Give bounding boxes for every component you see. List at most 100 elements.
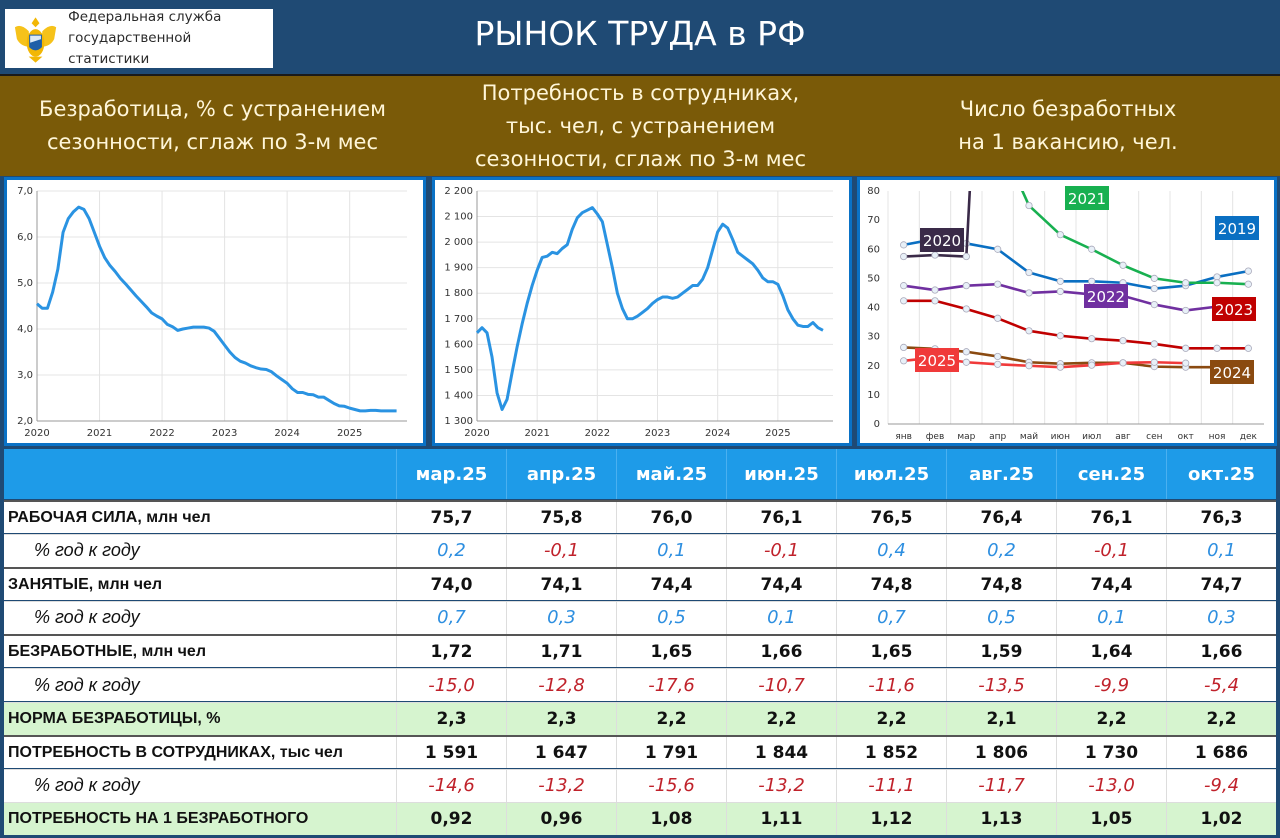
x-tick-label: 2025 xyxy=(337,428,362,439)
series-line-2020 xyxy=(903,191,972,258)
data-point-2021 xyxy=(1182,279,1190,287)
y-tick-label: 7,0 xyxy=(17,186,33,197)
data-point-2025 xyxy=(962,358,970,366)
table-cell: 1 686 xyxy=(1166,737,1276,769)
row-label: % год к году xyxy=(34,607,140,628)
table-cell: 0,1 xyxy=(726,601,836,634)
x-tick-label: июн xyxy=(1051,432,1070,442)
org-name-line1: Федеральная служба xyxy=(68,9,222,25)
table-cell: -15,0 xyxy=(396,669,506,701)
table-row: % год к году -14,6 -13,2 -15,6 -13,2 -11,1 -11… xyxy=(4,768,1276,802)
table-cell: 1,02 xyxy=(1166,803,1276,836)
table-cell: 1,13 xyxy=(946,803,1056,836)
table-cell: 74,4 xyxy=(1056,569,1166,601)
table-cell: 0,1 xyxy=(1166,534,1276,567)
column-header: мар.25 xyxy=(396,449,506,499)
table-cell: 74,7 xyxy=(1166,569,1276,601)
y-tick-label: 1 900 xyxy=(444,263,473,274)
data-point-2022 xyxy=(994,280,1002,288)
series-line-2024 xyxy=(903,346,1249,369)
table-cell: 1 730 xyxy=(1056,737,1166,769)
x-tick-label: окт xyxy=(1178,432,1194,442)
y-tick-label: 40 xyxy=(867,303,880,314)
table-cell: 1,08 xyxy=(616,803,726,836)
series-label-2022: 2022 xyxy=(1087,288,1125,306)
y-tick-label: 10 xyxy=(867,390,880,401)
x-tick-label: 2024 xyxy=(274,428,299,439)
data-point-2019 xyxy=(994,245,1002,253)
x-tick-label: 2024 xyxy=(705,428,730,439)
data-point-2020 xyxy=(931,251,939,259)
org-name-line2: государственной статистики xyxy=(68,30,192,67)
table-cell: 0,7 xyxy=(396,601,506,634)
data-point-2025 xyxy=(1150,358,1158,366)
page-title: РЫНОК ТРУДА в РФ xyxy=(474,14,806,53)
table-row: НОРМА БЕЗРАБОТИЦЫ, % 2,3 2,3 2,2 2,2 2,2 2,1 2,… xyxy=(4,701,1276,735)
table-cell: -0,1 xyxy=(506,534,616,567)
data-point-2019 xyxy=(1025,268,1033,277)
table-cell: 0,2 xyxy=(946,534,1056,567)
data-point-2021 xyxy=(1213,279,1221,287)
table-cell: 74,1 xyxy=(506,569,616,601)
table-cell: 75,7 xyxy=(396,502,506,533)
data-point-2023 xyxy=(1056,332,1064,340)
table-cell: -14,6 xyxy=(396,769,506,802)
column-header: апр.25 xyxy=(506,449,616,499)
table-cell: 74,0 xyxy=(396,569,506,601)
y-tick-label: 4,0 xyxy=(17,324,33,335)
table-cell: 0,3 xyxy=(506,601,616,634)
table-cell: -13,2 xyxy=(506,769,616,802)
x-tick-label: 2021 xyxy=(524,428,549,439)
x-tick-label: сен xyxy=(1146,432,1162,442)
table-cell: -12,8 xyxy=(506,669,616,701)
series-label-2021: 2021 xyxy=(1068,190,1106,208)
data-point-2023 xyxy=(1244,344,1252,352)
y-tick-label: 1 600 xyxy=(444,339,473,350)
y-tick-label: 50 xyxy=(867,273,880,284)
series-line-2022 xyxy=(903,282,1249,312)
data-point-2023 xyxy=(1119,337,1127,345)
table-cell: -17,6 xyxy=(616,669,726,701)
y-tick-label: 1 500 xyxy=(444,365,473,376)
table-cell: 1,59 xyxy=(946,636,1056,668)
y-tick-label: 1 400 xyxy=(444,390,473,401)
section-header-line: Число безработных xyxy=(959,97,1177,121)
data-point-2025 xyxy=(1119,359,1127,367)
section-header-line: тыс. чел, с устранением xyxy=(505,113,776,138)
table-cell: 76,4 xyxy=(946,502,1056,533)
table-row: РАБОЧАЯ СИЛА, млн чел 75,7 75,8 76,0 76,1 76,… xyxy=(4,500,1276,533)
y-tick-label: 20 xyxy=(867,361,880,372)
section-header-unemployment: Безработица, % с устранением сезонности, … xyxy=(0,76,425,176)
data-point-2019 xyxy=(1244,267,1252,275)
table-cell: 74,4 xyxy=(726,569,836,601)
y-tick-label: 70 xyxy=(867,215,880,226)
table-cell: -11,6 xyxy=(836,669,946,701)
column-header: июн.25 xyxy=(726,449,836,499)
table-cell: 1,64 xyxy=(1056,636,1166,668)
table-cell: -5,4 xyxy=(1166,669,1276,701)
data-point-2025 xyxy=(1056,363,1064,371)
ratio-chart: 0 10 20 30 40 50 60 70 80 янв фев мар апр май июн июл ав… xyxy=(857,177,1277,446)
data-point-2023 xyxy=(1088,335,1096,343)
row-label: РАБОЧАЯ СИЛА, млн чел xyxy=(8,508,211,526)
table-cell: -0,1 xyxy=(1056,534,1166,567)
data-point-2019 xyxy=(900,241,908,249)
table-cell: 1,05 xyxy=(1056,803,1166,836)
table-cell: -15,6 xyxy=(616,769,726,802)
data-point-2021 xyxy=(1088,245,1096,253)
table-cell: 2,1 xyxy=(946,702,1056,735)
table-cell: 2,2 xyxy=(1056,702,1166,735)
data-point-2021 xyxy=(1056,231,1064,239)
data-point-2021 xyxy=(1025,201,1033,210)
rosstat-logo: Федеральная служба государственной стати… xyxy=(5,9,273,68)
y-tick-label: 80 xyxy=(867,186,880,197)
table-cell: 0,2 xyxy=(396,534,506,567)
series-label-box-2023 xyxy=(1212,297,1256,321)
table-cell: 74,4 xyxy=(616,569,726,601)
table-cell: 74,8 xyxy=(836,569,946,601)
table-cell: 74,8 xyxy=(946,569,1056,601)
data-point-2025 xyxy=(1182,359,1190,367)
table-cell: -13,5 xyxy=(946,669,1056,701)
row-label: % год к году xyxy=(34,775,140,796)
table-cell: 0,1 xyxy=(616,534,726,567)
